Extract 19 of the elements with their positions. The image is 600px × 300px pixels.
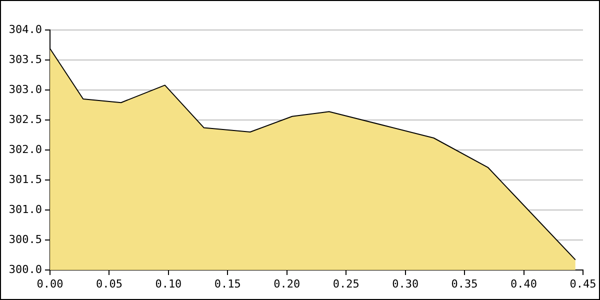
y-tick-label: 302.0: [8, 142, 42, 156]
y-tick-label: 301.5: [8, 172, 42, 186]
x-tick-label: 0.25: [332, 277, 360, 290]
y-tick-label: 304.0: [8, 22, 42, 36]
y-tick-label: 300.5: [8, 232, 42, 246]
x-tick-label: 0.10: [155, 277, 182, 290]
x-tick-label: 0.05: [96, 277, 122, 290]
y-tick-label: 303.5: [8, 52, 42, 66]
y-tick-label: 302.5: [8, 112, 42, 126]
y-tick-label: 303.0: [8, 82, 42, 96]
x-tick-label: 0.35: [451, 277, 478, 290]
x-tick-label: 0.45: [570, 277, 596, 290]
x-tick-label: 0.40: [510, 277, 538, 290]
x-tick-label: 0.00: [36, 277, 64, 290]
y-tick-label: 300.0: [8, 262, 42, 276]
y-tick-label: 301.0: [8, 202, 42, 216]
x-tick-label: 0.30: [392, 277, 419, 290]
x-tick-label: 0.15: [214, 277, 241, 290]
x-tick-label: 0.20: [274, 277, 300, 290]
